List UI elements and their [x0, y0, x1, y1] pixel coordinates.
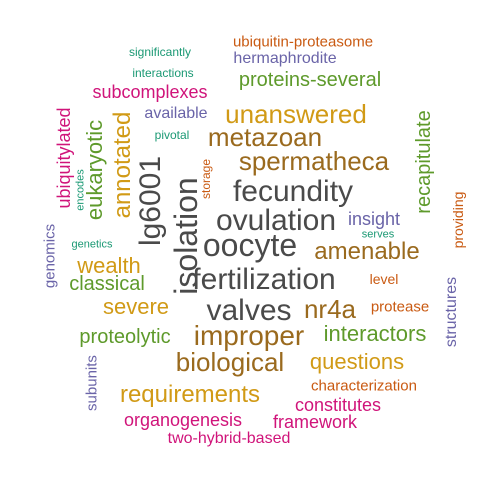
- word-requirements: requirements: [119, 381, 261, 408]
- word-subcomplexes: subcomplexes: [92, 82, 208, 102]
- word-two-hybrid-based: two-hybrid-based: [167, 430, 291, 447]
- word-metazoan: metazoan: [207, 122, 323, 152]
- word-organogenesis: organogenesis: [123, 410, 243, 430]
- word-severe: severe: [102, 294, 170, 319]
- word-genomics: genomics: [41, 223, 59, 289]
- word-ovulation: ovulation: [215, 204, 337, 237]
- word-proteolytic: proteolytic: [79, 326, 171, 348]
- word-significantly: significantly: [128, 45, 192, 59]
- word-ubiquitylated: ubiquitylated: [54, 107, 74, 209]
- word-annotated: annotated: [109, 111, 136, 219]
- word-questions: questions: [309, 349, 405, 374]
- word-valves: valves: [206, 294, 292, 327]
- word-structures: structures: [443, 276, 460, 348]
- word-serves: serves: [361, 228, 395, 241]
- word-oocyte: oocyte: [202, 227, 298, 263]
- word-constitutes: constitutes: [294, 395, 382, 415]
- word-hermaphrodite: hermaphrodite: [233, 50, 337, 67]
- word-available: available: [144, 105, 208, 122]
- word-level: level: [369, 271, 399, 287]
- word-classical: classical: [69, 273, 145, 295]
- word-lg6001: lg6001: [134, 155, 167, 247]
- word-providing: providing: [450, 191, 466, 249]
- word-insight: insight: [347, 209, 401, 229]
- word-recapitulate: recapitulate: [413, 110, 435, 214]
- word-interactors: interactors: [323, 321, 427, 346]
- word-subunits: subunits: [83, 355, 101, 411]
- word-wealth: wealth: [77, 253, 141, 278]
- word-encodes: encodes: [74, 169, 87, 211]
- word-nr4a: nr4a: [303, 294, 357, 324]
- word-characterization: characterization: [311, 377, 417, 395]
- word-ubiquitin-proteasome: ubiquitin-proteasome: [232, 33, 374, 51]
- word-interactions: interactions: [132, 66, 194, 80]
- word-genetics: genetics: [71, 238, 113, 251]
- word-biological: biological: [175, 347, 285, 377]
- word-amenable: amenable: [314, 238, 420, 265]
- word-pivotal: pivotal: [154, 128, 190, 142]
- word-spermatheca: spermatheca: [238, 146, 390, 176]
- word-eukaryotic: eukaryotic: [82, 119, 107, 221]
- word-framework: framework: [272, 412, 358, 432]
- word-protease: protease: [370, 298, 430, 316]
- word-improper: improper: [193, 320, 305, 351]
- word-fecundity: fecundity: [232, 175, 354, 208]
- word-proteins-several: proteins-several: [238, 69, 382, 91]
- word-unanswered: unanswered: [225, 99, 367, 129]
- word-fertilization: fertilization: [192, 263, 336, 296]
